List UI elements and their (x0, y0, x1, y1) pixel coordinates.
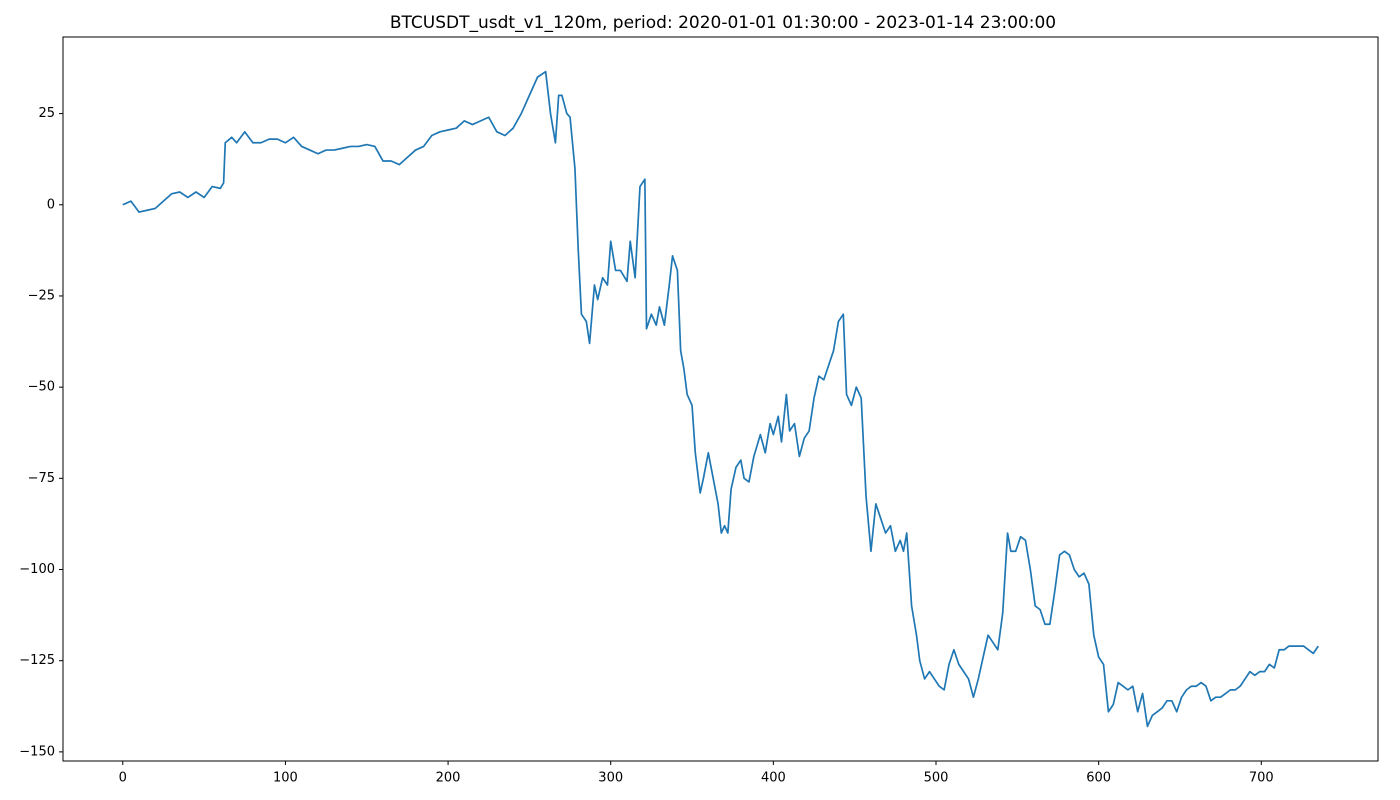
x-tick-label: 100 (273, 771, 298, 786)
x-tick-label: 200 (436, 771, 461, 786)
y-tick-label: −75 (28, 471, 55, 486)
y-tick-label: −125 (19, 653, 55, 668)
y-tick-label: −25 (28, 288, 55, 303)
x-tick-label: 300 (598, 771, 623, 786)
y-tick-label: −150 (19, 744, 55, 759)
y-tick-label: 25 (38, 106, 55, 121)
x-tick-label: 0 (119, 771, 127, 786)
y-tick-label: −100 (19, 562, 55, 577)
y-tick-label: −50 (28, 380, 55, 395)
x-tick-label: 600 (1086, 771, 1111, 786)
plot-frame (62, 36, 1379, 762)
x-tick-label: 400 (761, 771, 786, 786)
y-tick-label: 0 (47, 197, 55, 212)
chart-title: BTCUSDT_usdt_v1_120m, period: 2020-01-01… (390, 13, 1056, 33)
x-tick-label: 700 (1249, 771, 1274, 786)
x-tick-label: 500 (924, 771, 949, 786)
line-series (122, 70, 1319, 728)
